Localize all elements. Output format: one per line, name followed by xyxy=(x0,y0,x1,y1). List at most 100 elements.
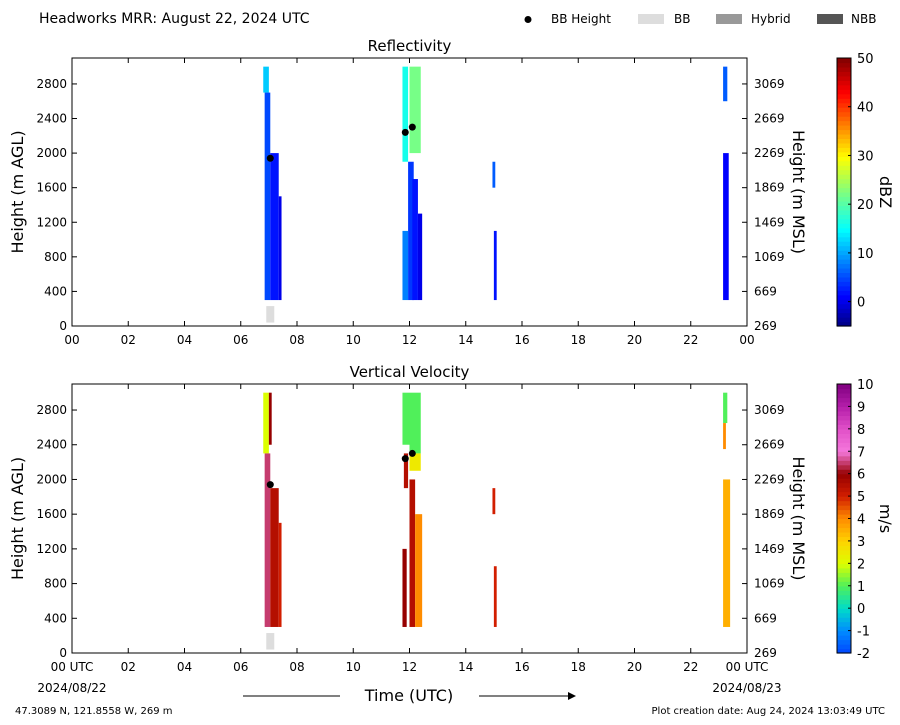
velocity-colorbar-tick-label: 2 xyxy=(857,557,865,572)
reflectivity-colorbar-tick-label: 0 xyxy=(857,296,865,311)
velocity-colorbar-segment xyxy=(837,500,851,506)
velocity-colorbar-segment xyxy=(837,540,851,546)
reflectivity-colorbar-frame xyxy=(836,57,852,327)
velocity-colorbar-segment xyxy=(837,626,851,632)
velocity-colorbar-segment xyxy=(837,581,851,587)
velocity-colorbar-tick-label: 4 xyxy=(857,513,865,528)
velocity-colorbar-segment xyxy=(837,478,851,484)
reflectivity-colorbar-segment xyxy=(837,281,851,287)
reflectivity-colorbar-segment xyxy=(837,254,851,260)
reflectivity-colorbar-segment xyxy=(837,209,851,215)
velocity-x-tick-label: 12 xyxy=(402,660,417,674)
velocity-y-tick-label: 1600 xyxy=(36,507,67,521)
reflectivity-colorbar-segment xyxy=(837,290,851,296)
reflectivity-colorbar-segment xyxy=(837,98,851,104)
reflectivity-colorbar-segment xyxy=(837,303,851,309)
reflectivity-y-axis-label: Height (m AGL) xyxy=(8,130,27,253)
reflectivity-echo-column xyxy=(723,66,728,102)
velocity-colorbar-segment xyxy=(837,599,851,605)
velocity-colorbar-segment xyxy=(837,469,851,475)
reflectivity-colorbar-segment xyxy=(837,156,851,162)
reflectivity-colorbar-segment xyxy=(837,107,851,113)
reflectivity-y-right-axis-label: Height (m MSL) xyxy=(789,130,808,254)
velocity-colorbar-segment xyxy=(837,572,851,578)
velocity-echo-column xyxy=(403,453,409,489)
velocity-echo-column xyxy=(493,566,497,627)
velocity-echo-column xyxy=(264,453,271,627)
velocity-colorbar-tick-label: 9 xyxy=(857,400,865,415)
reflectivity-y-tick-label: 2800 xyxy=(36,77,67,91)
reflectivity-colorbar-segment xyxy=(837,205,851,211)
legend-nbb-swatch xyxy=(817,14,843,24)
reflectivity-x-tick-label: 02 xyxy=(121,333,136,347)
velocity-colorbar-segment xyxy=(837,576,851,582)
reflectivity-colorbar-segment xyxy=(837,259,851,265)
velocity-colorbar-segment xyxy=(837,549,851,555)
velocity-colorbar-segment xyxy=(837,442,851,448)
reflectivity-x-tick-label: 14 xyxy=(458,333,473,347)
reflectivity-y-right-tick-label: 1069 xyxy=(754,250,785,264)
velocity-bb-height-point xyxy=(408,449,416,457)
reflectivity-echo-column xyxy=(278,196,282,301)
reflectivity-colorbar-segment xyxy=(837,321,851,327)
reflectivity-colorbar-segment xyxy=(837,102,851,108)
velocity-colorbar-segment xyxy=(837,608,851,614)
velocity-echo-column xyxy=(723,392,728,424)
velocity-echo-column xyxy=(492,488,496,515)
velocity-colorbar-segment xyxy=(837,617,851,623)
velocity-colorbar-segment xyxy=(837,384,851,390)
velocity-colorbar-segment xyxy=(837,585,851,591)
velocity-y-right-tick-label: 269 xyxy=(754,646,777,660)
velocity-colorbar-segment xyxy=(837,558,851,564)
velocity-y-tick-label: 2400 xyxy=(36,438,67,452)
velocity-colorbar-label: m/s xyxy=(876,504,895,533)
reflectivity-colorbar-segment xyxy=(837,93,851,99)
velocity-colorbar-segment xyxy=(837,491,851,497)
velocity-colorbar-segment xyxy=(837,635,851,641)
legend-bb-height-marker xyxy=(524,16,532,23)
velocity-colorbar-tick-label: 7 xyxy=(857,445,865,460)
velocity-colorbar-segment xyxy=(837,496,851,502)
reflectivity-colorbar-segment xyxy=(837,214,851,220)
legend-bb-label: BB xyxy=(674,12,690,26)
velocity-title: Vertical Velocity xyxy=(350,363,470,381)
reflectivity-y-tick-label: 1200 xyxy=(36,215,67,229)
start-date-label: 2024/08/22 xyxy=(37,681,106,695)
legend-bb-height-label: BB Height xyxy=(551,12,611,26)
velocity-x-tick-label: 06 xyxy=(233,660,248,674)
reflectivity-y-tick-label: 1600 xyxy=(36,181,67,195)
velocity-colorbar-segment xyxy=(837,621,851,627)
velocity-colorbar-segment xyxy=(837,514,851,520)
velocity-colorbar-segment xyxy=(837,522,851,529)
velocity-colorbar-tick-label: 8 xyxy=(857,423,865,438)
reflectivity-bb-class-mark xyxy=(266,306,275,323)
reflectivity-colorbar-segment xyxy=(837,236,851,242)
figure-title: Headworks MRR: August 22, 2024 UTC xyxy=(39,11,310,27)
reflectivity-colorbar-segment xyxy=(837,227,851,233)
velocity-echo-column xyxy=(415,514,423,627)
velocity-x-tick-label: 00 UTC xyxy=(726,660,769,674)
reflectivity-x-tick-label: 08 xyxy=(289,333,304,347)
reflectivity-colorbar-segment xyxy=(837,187,851,193)
velocity-y-right-tick-label: 2269 xyxy=(754,472,785,486)
velocity-x-tick-label: 04 xyxy=(177,660,192,674)
velocity-colorbar-tick-label: 6 xyxy=(857,468,865,483)
reflectivity-y-right-tick-label: 1469 xyxy=(754,215,785,229)
reflectivity-bb-height-point xyxy=(408,123,416,131)
reflectivity-colorbar-segment xyxy=(837,62,851,68)
velocity-colorbar-segment xyxy=(837,401,851,408)
velocity-colorbar-tick-label: 3 xyxy=(857,535,865,550)
reflectivity-colorbar-segment xyxy=(837,165,851,171)
reflectivity-colorbar-segment xyxy=(837,267,851,273)
velocity-colorbar-segment xyxy=(837,406,851,412)
reflectivity-colorbar-label: dBZ xyxy=(876,176,895,208)
legend-hybrid-swatch xyxy=(716,14,742,24)
reflectivity-echo-column xyxy=(412,179,418,301)
velocity-y-right-tick-label: 1469 xyxy=(754,542,785,556)
reflectivity-colorbar-segment xyxy=(837,241,851,247)
reflectivity-colorbar-segment xyxy=(837,200,851,206)
velocity-y-right-tick-label: 669 xyxy=(754,611,777,625)
reflectivity-colorbar-segment xyxy=(837,84,851,90)
